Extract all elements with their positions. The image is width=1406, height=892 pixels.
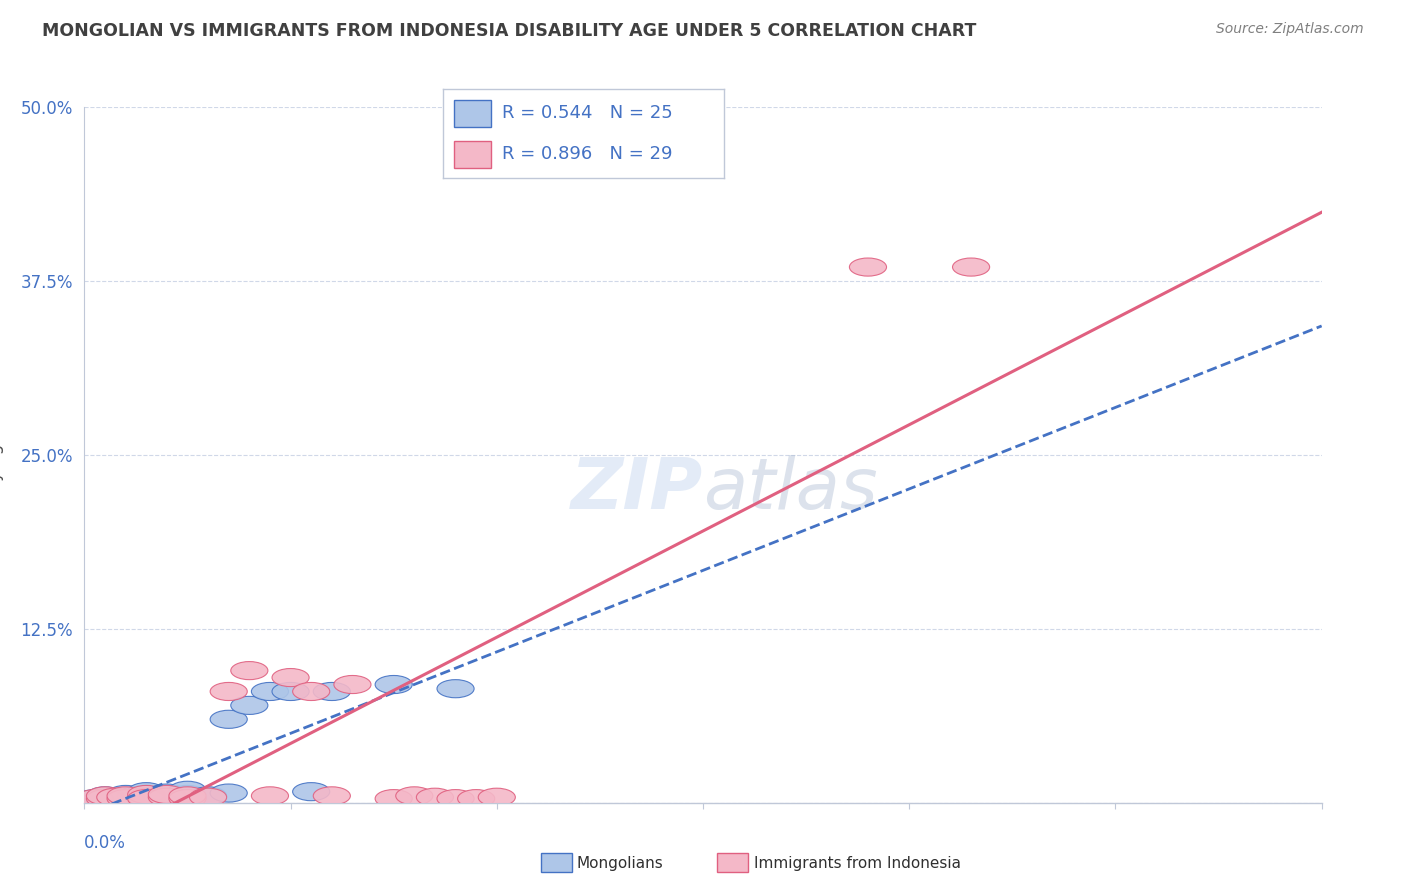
FancyBboxPatch shape [454, 100, 491, 127]
Ellipse shape [190, 789, 226, 806]
Ellipse shape [169, 781, 207, 799]
Ellipse shape [169, 786, 207, 804]
Text: Source: ZipAtlas.com: Source: ZipAtlas.com [1216, 22, 1364, 37]
Ellipse shape [86, 787, 124, 805]
Text: atlas: atlas [703, 455, 877, 524]
Text: Mongolians: Mongolians [576, 856, 664, 871]
Ellipse shape [375, 675, 412, 694]
Ellipse shape [375, 789, 412, 807]
Ellipse shape [107, 786, 145, 804]
Text: R = 0.896   N = 29: R = 0.896 N = 29 [502, 145, 672, 163]
Text: Immigrants from Indonesia: Immigrants from Indonesia [754, 856, 960, 871]
Ellipse shape [169, 789, 207, 806]
Ellipse shape [128, 786, 165, 804]
Ellipse shape [86, 787, 124, 805]
Ellipse shape [478, 789, 516, 806]
Ellipse shape [231, 662, 269, 680]
Ellipse shape [416, 789, 454, 806]
Ellipse shape [437, 680, 474, 698]
Ellipse shape [97, 789, 134, 806]
Text: ZIP: ZIP [571, 455, 703, 524]
Y-axis label: Disability Age Under 5: Disability Age Under 5 [0, 362, 4, 548]
Ellipse shape [952, 258, 990, 277]
Ellipse shape [86, 789, 124, 807]
Ellipse shape [190, 787, 226, 805]
Ellipse shape [148, 787, 186, 805]
Ellipse shape [457, 789, 495, 807]
Text: 0.0%: 0.0% [84, 834, 127, 852]
Ellipse shape [292, 782, 330, 801]
Ellipse shape [107, 789, 145, 806]
Text: MONGOLIAN VS IMMIGRANTS FROM INDONESIA DISABILITY AGE UNDER 5 CORRELATION CHART: MONGOLIAN VS IMMIGRANTS FROM INDONESIA D… [42, 22, 977, 40]
Ellipse shape [148, 786, 186, 804]
Ellipse shape [209, 682, 247, 700]
Ellipse shape [849, 258, 887, 277]
Text: R = 0.544   N = 25: R = 0.544 N = 25 [502, 104, 672, 122]
Ellipse shape [86, 789, 124, 807]
Ellipse shape [333, 675, 371, 694]
Ellipse shape [76, 789, 114, 807]
Ellipse shape [209, 784, 247, 802]
Ellipse shape [107, 789, 145, 807]
Ellipse shape [97, 789, 134, 806]
Ellipse shape [169, 787, 207, 805]
Ellipse shape [128, 789, 165, 806]
Ellipse shape [148, 789, 186, 806]
Ellipse shape [314, 682, 350, 700]
Ellipse shape [314, 787, 350, 805]
Ellipse shape [169, 789, 207, 807]
Ellipse shape [292, 682, 330, 700]
Ellipse shape [117, 787, 155, 805]
Ellipse shape [76, 789, 114, 807]
FancyBboxPatch shape [454, 141, 491, 168]
Ellipse shape [148, 784, 186, 802]
Ellipse shape [437, 789, 474, 807]
Ellipse shape [107, 787, 145, 805]
Ellipse shape [395, 787, 433, 805]
Ellipse shape [209, 710, 247, 729]
Ellipse shape [271, 682, 309, 700]
Ellipse shape [252, 787, 288, 805]
Ellipse shape [252, 682, 288, 700]
Ellipse shape [128, 789, 165, 806]
Ellipse shape [128, 782, 165, 801]
Ellipse shape [128, 789, 165, 807]
Ellipse shape [231, 697, 269, 714]
Ellipse shape [128, 786, 165, 804]
Ellipse shape [271, 668, 309, 687]
